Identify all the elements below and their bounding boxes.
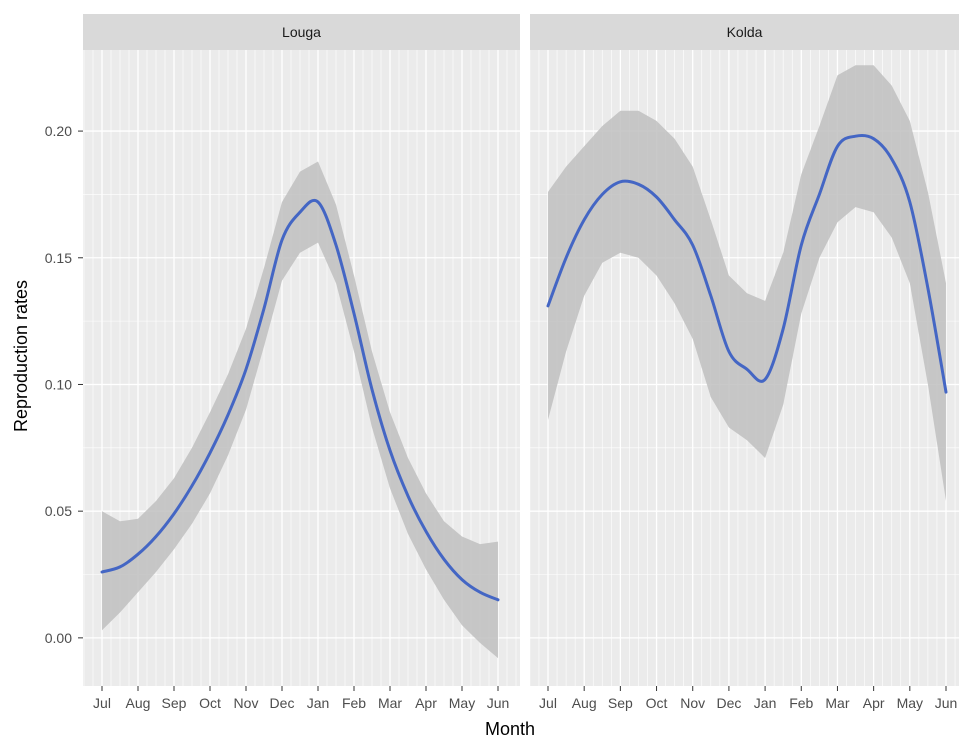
confidence-ribbon xyxy=(102,161,498,659)
x-tick-label: Mar xyxy=(378,695,402,711)
x-tick-label: Aug xyxy=(126,695,151,711)
x-tick-label: Dec xyxy=(716,695,741,711)
panels-layer: Louga Jul Aug Sep Oct Nov Dec Jan Feb Mar Apr May Ju… xyxy=(83,14,959,711)
facet-strip xyxy=(83,14,520,50)
x-tick-label: Sep xyxy=(162,695,187,711)
facet-panel-kolda: Kolda Jul Aug Sep Oct Nov Dec Jan Feb Mar Apr May Ju… xyxy=(530,14,959,711)
x-tick-label: Sep xyxy=(608,695,633,711)
x-tick-label: Jan xyxy=(307,695,330,711)
x-tick-label: Apr xyxy=(415,695,437,711)
y-tick-label: 0.00 xyxy=(45,630,72,646)
facet-strip-label: Kolda xyxy=(727,24,763,40)
x-tick-label: Jun xyxy=(935,695,958,711)
x-tick-label: Feb xyxy=(342,695,366,711)
smoothed-series-line xyxy=(546,133,948,394)
x-tick-label: Jul xyxy=(539,695,557,711)
y-tick-label: 0.10 xyxy=(45,376,72,392)
x-tick-label: Jan xyxy=(754,695,777,711)
facet-strip xyxy=(530,14,959,50)
x-tick-label: Nov xyxy=(680,695,705,711)
x-tick-label: Jul xyxy=(93,695,111,711)
x-tick-label: May xyxy=(449,695,475,711)
x-axis-title: Month xyxy=(485,719,535,739)
x-tick-label: Apr xyxy=(863,695,885,711)
x-tick-label: Aug xyxy=(572,695,597,711)
x-tick-label: May xyxy=(897,695,923,711)
facet-strip-label: Louga xyxy=(282,24,321,40)
x-tick-label: Mar xyxy=(825,695,849,711)
y-tick-label: 0.20 xyxy=(45,123,72,139)
confidence-ribbon xyxy=(548,65,946,501)
x-tick-label: Jun xyxy=(487,695,510,711)
y-axis: 0.00 0.05 0.10 0.15 0.20 xyxy=(45,123,83,646)
x-tick-label: Feb xyxy=(789,695,813,711)
y-axis-title: Reproduction rates xyxy=(11,280,31,432)
smoothed-series-line xyxy=(100,198,500,602)
x-tick-label: Dec xyxy=(270,695,295,711)
facet-panel-louga: Louga Jul Aug Sep Oct Nov Dec Jan Feb Mar Apr May Ju… xyxy=(83,14,520,711)
x-tick-label: Oct xyxy=(199,695,221,711)
x-tick-label: Nov xyxy=(234,695,259,711)
x-tick-label: Oct xyxy=(646,695,668,711)
y-tick-label: 0.15 xyxy=(45,250,72,266)
y-tick-label: 0.05 xyxy=(45,503,72,519)
